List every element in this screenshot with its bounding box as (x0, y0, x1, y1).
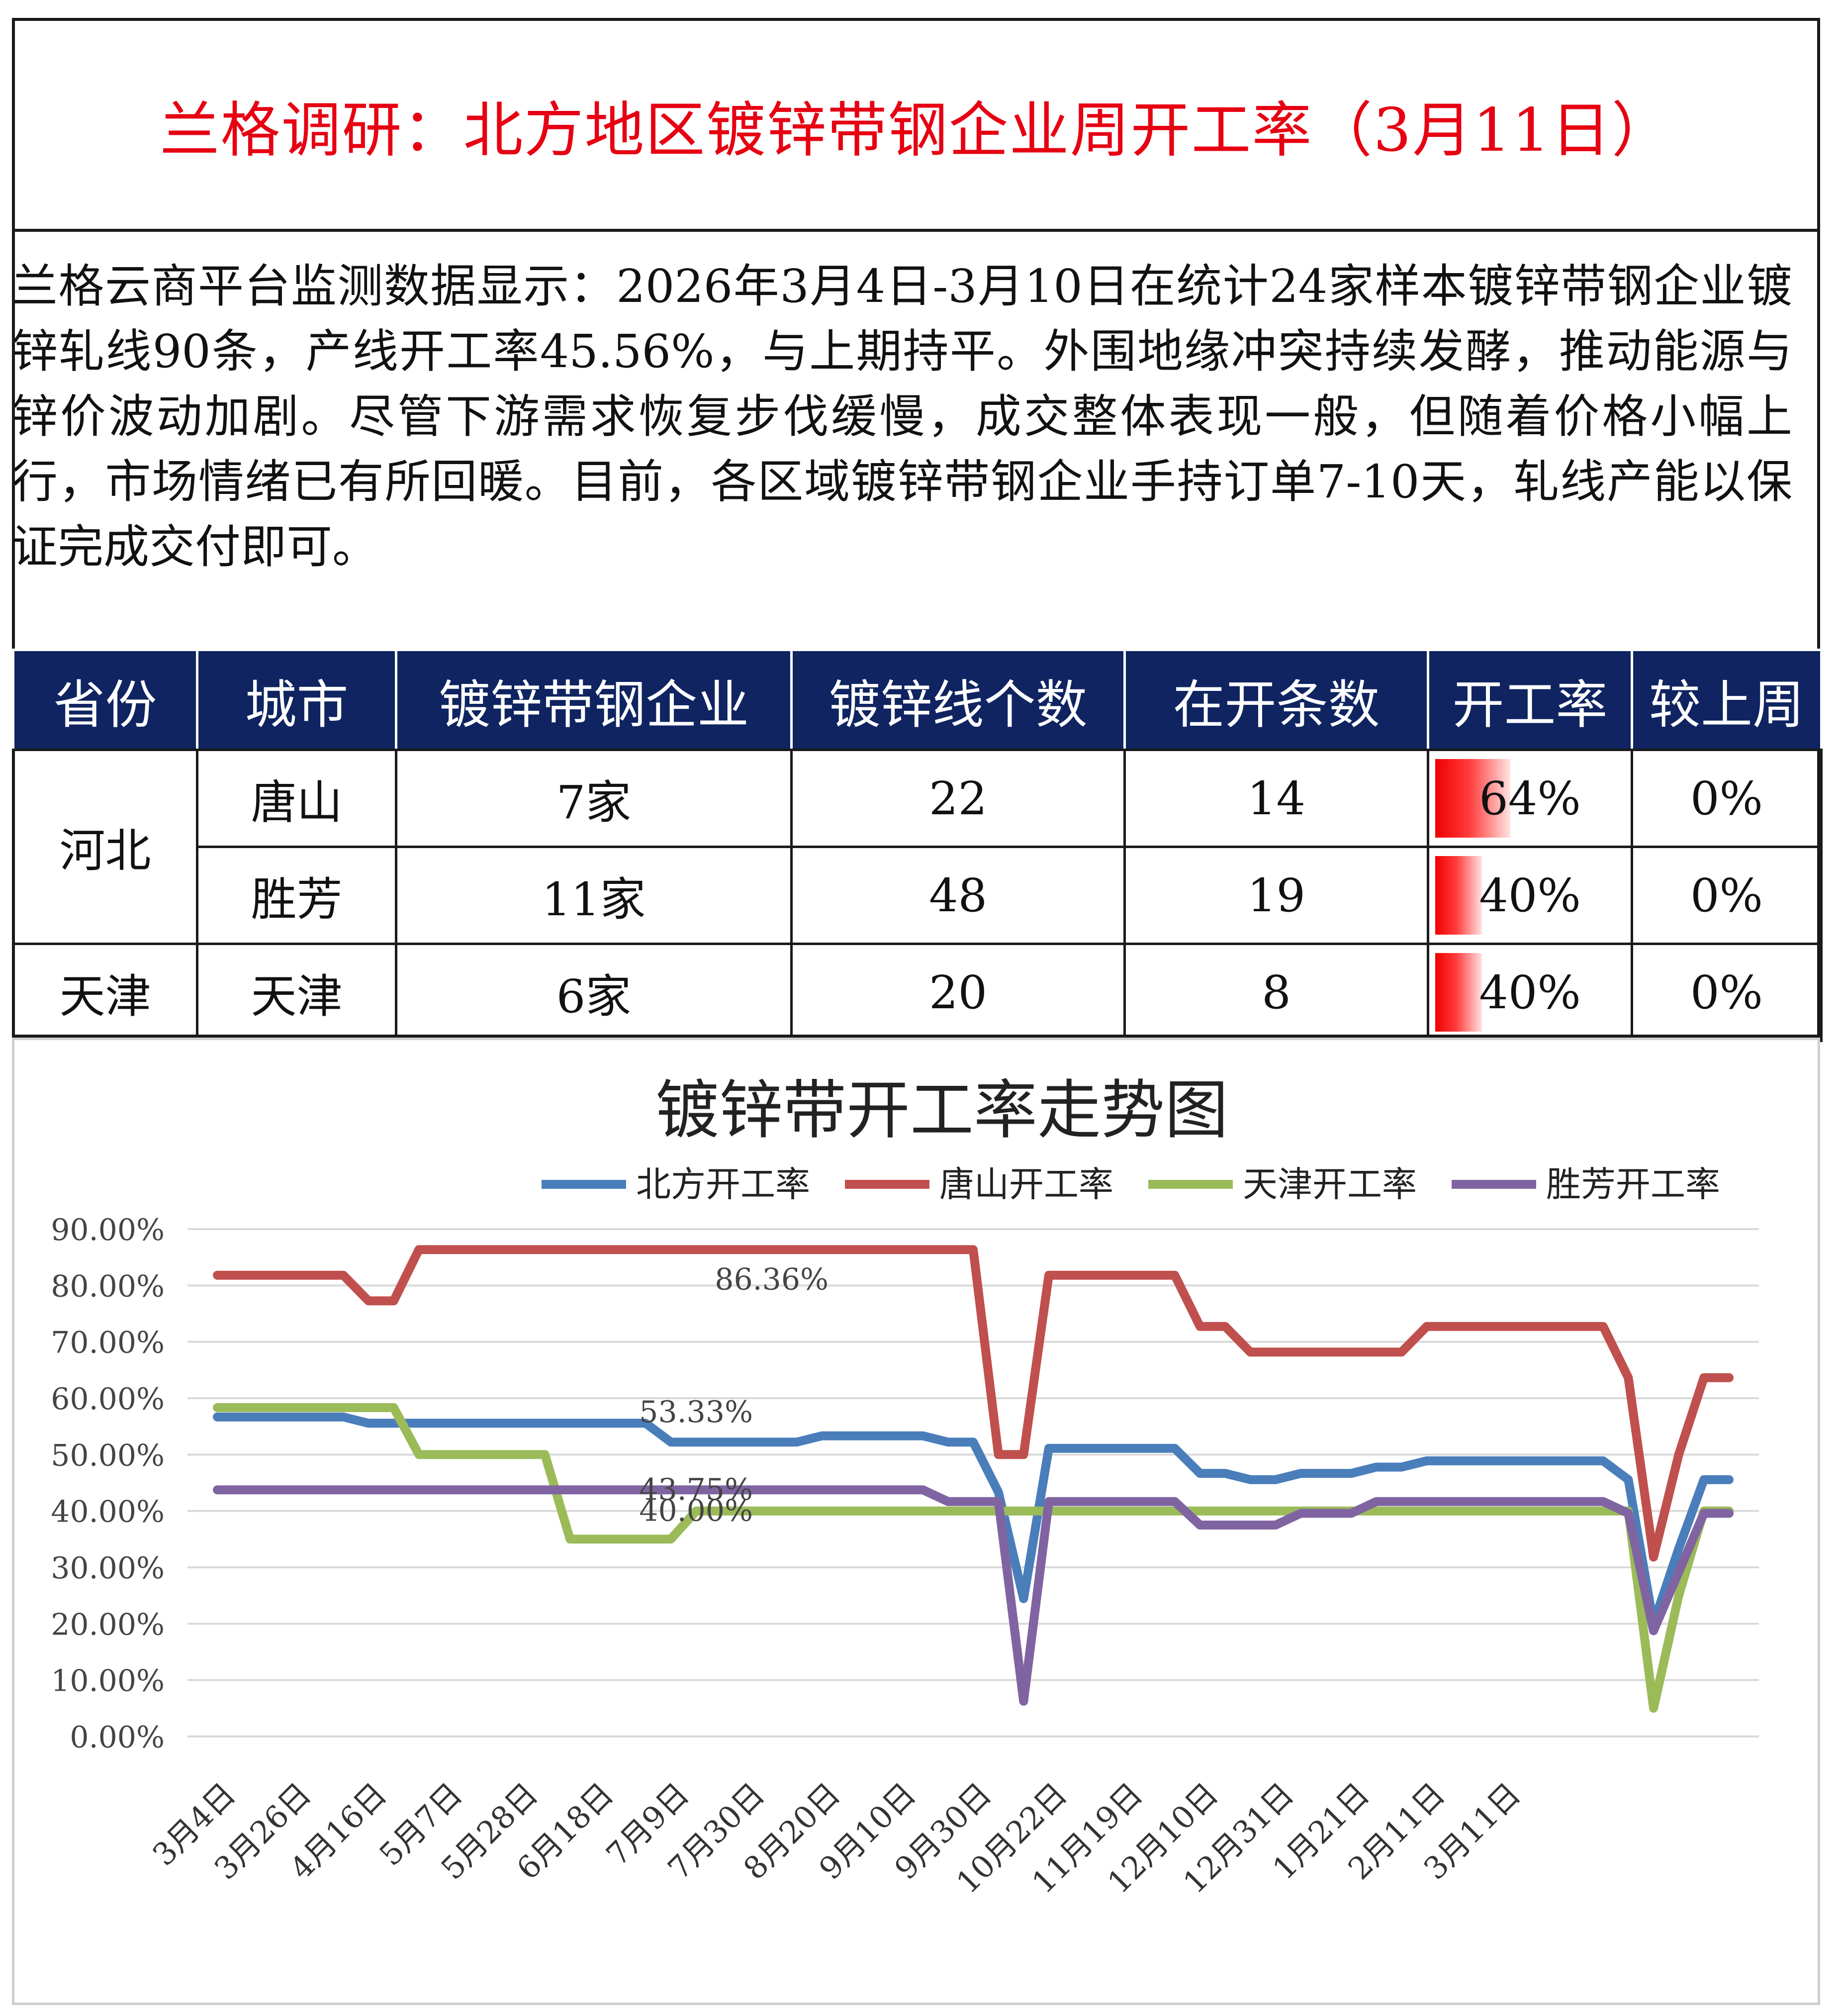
header-change: 较上周 (1631, 649, 1823, 751)
companies-cell: 6家 (395, 943, 793, 1042)
table-row: 河北 唐山 7家 22 14 64% 0% (12, 749, 1823, 945)
summary-paragraph: 兰格云商平台监测数据显示：2026年3月4日-3月10日在统计24家样本镀锌带钢… (12, 260, 1792, 574)
data-label: 40.00% (639, 1494, 753, 1529)
rate-value: 40% (1479, 965, 1581, 1019)
companies-cell: 11家 (395, 846, 793, 945)
series-line (213, 1403, 1734, 1713)
header-city: 城市 (196, 649, 397, 751)
lines-cell: 20 (790, 943, 1126, 1042)
data-label: 53.33% (639, 1395, 753, 1430)
header-companies: 镀锌带钢企业 (395, 649, 793, 751)
data-label: 86.36% (715, 1262, 829, 1297)
city-cell: 天津 (196, 943, 397, 1042)
lines-cell: 22 (790, 749, 1126, 848)
series-line (213, 1245, 1734, 1562)
rate-data-bar (1435, 856, 1482, 935)
series-line (213, 1485, 1734, 1706)
legend-label: 北方开工率 (636, 1164, 810, 1205)
y-tick-label: 30.00% (51, 1551, 165, 1586)
y-tick-label: 70.00% (51, 1326, 165, 1360)
running-cell: 19 (1123, 846, 1429, 945)
table-header-row: 省份 城市 镀锌带钢企业 镀锌线个数 在开条数 开工率 较上周 (12, 649, 1823, 751)
change-cell: 0% (1631, 749, 1823, 848)
header-running: 在开条数 (1123, 649, 1429, 751)
legend-label: 唐山开工率 (939, 1164, 1113, 1205)
legend-label: 胜芳开工率 (1546, 1164, 1720, 1205)
report-frame: 兰格调研：北方地区镀锌带钢企业周开工率（3月11日） (12, 18, 1820, 1038)
rate-cell: 64% (1427, 749, 1633, 848)
rate-data-bar (1435, 953, 1482, 1032)
table-row: 胜芳 11家 48 19 40% 0% (13, 846, 1823, 945)
running-cell: 14 (1123, 749, 1429, 848)
y-tick-label: 60.00% (51, 1382, 165, 1417)
utilization-table: 省份 城市 镀锌带钢企业 镀锌线个数 在开条数 开工率 较上周 河北 唐山 7家… (12, 649, 1823, 1042)
province-cell: 天津 (12, 943, 198, 1042)
header-province: 省份 (12, 649, 198, 751)
y-tick-label: 20.00% (51, 1607, 165, 1642)
y-tick-label: 90.00% (51, 1213, 165, 1248)
companies-cell: 7家 (395, 749, 793, 848)
y-tick-label: 80.00% (51, 1269, 165, 1304)
city-cell: 胜芳 (196, 846, 397, 945)
rate-cell: 40% (1427, 846, 1633, 945)
y-tick-label: 50.00% (51, 1438, 165, 1473)
legend-label: 天津开工率 (1243, 1164, 1417, 1205)
province-cell: 河北 (12, 749, 198, 945)
rate-value: 64% (1479, 771, 1581, 825)
data-label: 43.75% (639, 1472, 753, 1507)
y-tick-label: 40.00% (51, 1495, 165, 1530)
page-title: 兰格调研：北方地区镀锌带钢企业周开工率（3月11日） (160, 96, 1672, 165)
change-cell: 0% (1631, 943, 1823, 1042)
y-tick-label: 0.00% (70, 1720, 165, 1755)
y-tick-label: 10.00% (51, 1664, 165, 1699)
header-rate: 开工率 (1427, 649, 1633, 751)
city-cell: 唐山 (196, 749, 397, 848)
lines-cell: 48 (790, 846, 1126, 945)
running-cell: 8 (1123, 943, 1429, 1042)
chart-title: 镀锌带开工率走势图 (655, 1073, 1228, 1148)
rate-cell: 40% (1427, 943, 1633, 1042)
trend-chart: 镀锌带开工率走势图 0.00% 10.00% 20.00% 30.00% 40.00% 50… (12, 1038, 1820, 2005)
rate-data-bar (1435, 759, 1510, 838)
series-line (213, 1412, 1734, 1629)
table-row: 天津 天津 6家 20 8 40% 0% (12, 943, 1823, 1042)
rate-value: 40% (1479, 868, 1581, 922)
chart-svg: 镀锌带开工率走势图 0.00% 10.00% 20.00% 30.00% 40.00% 50… (51, 1073, 1759, 1901)
change-cell: 0% (1631, 846, 1823, 945)
title-box: 兰格调研：北方地区镀锌带钢企业周开工率（3月11日） (15, 21, 1817, 232)
header-lines: 镀锌线个数 (790, 649, 1126, 751)
